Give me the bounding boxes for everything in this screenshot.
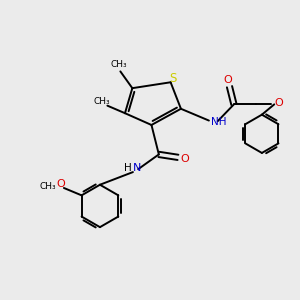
Text: O: O [180,154,189,164]
Text: O: O [224,75,233,85]
Text: NH: NH [211,117,227,127]
Text: CH₃: CH₃ [39,182,56,191]
Text: H: H [124,163,132,173]
Text: CH₃: CH₃ [111,60,127,69]
Text: S: S [169,72,177,85]
Text: N: N [133,163,141,173]
Text: O: O [56,178,65,189]
Text: CH₃: CH₃ [94,97,110,106]
Text: O: O [274,98,283,108]
